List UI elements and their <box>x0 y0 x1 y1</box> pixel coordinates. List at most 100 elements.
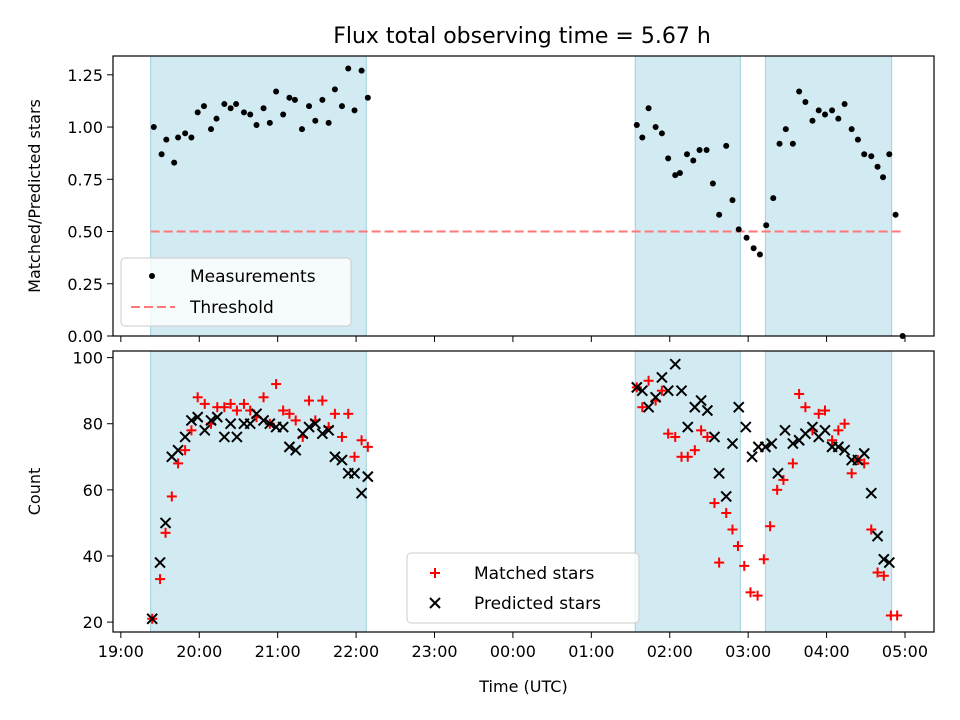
marker-stroke <box>257 414 270 427</box>
matched-star-point <box>304 395 315 406</box>
marker-stroke <box>348 467 361 480</box>
y-tick-label: 60 <box>83 481 103 500</box>
predicted-star-point <box>264 418 276 430</box>
predicted-star-point <box>708 431 721 443</box>
measurement-point <box>665 155 672 162</box>
matched-star-point <box>721 507 732 518</box>
y-axis-label: Matched/Predicted stars <box>25 99 44 293</box>
marker-stroke <box>159 517 172 529</box>
matched-star-point <box>846 468 857 479</box>
matched-star-point <box>238 398 249 409</box>
legend-marker-predicted <box>429 597 441 609</box>
predicted-star-point <box>244 418 256 430</box>
predicted-star-point <box>636 384 649 397</box>
predicted-star-point <box>649 391 662 403</box>
predicted-star-point <box>871 530 884 542</box>
measurement-point <box>880 174 887 181</box>
marker-stroke <box>250 408 263 420</box>
predicted-star-point <box>316 427 329 440</box>
marker-stroke <box>701 404 714 417</box>
measurement-point <box>815 107 822 114</box>
marker-stroke <box>309 418 322 430</box>
axes-frame <box>112 350 935 633</box>
y-tick-label: 20 <box>83 613 103 632</box>
matched-star-point <box>643 375 654 386</box>
measurement-point <box>789 140 796 147</box>
marker-stroke <box>733 401 745 413</box>
measurement-point <box>188 134 195 141</box>
measurement-point <box>892 211 899 218</box>
measurement-point <box>286 94 293 101</box>
observing-window <box>634 55 741 337</box>
matched-star-point <box>787 458 798 469</box>
predicted-star-point <box>159 517 172 529</box>
measurement-point <box>639 134 646 141</box>
measurement-point <box>273 88 280 95</box>
matched-star-point <box>219 402 230 413</box>
marker-stroke <box>336 454 348 466</box>
measurement-point <box>809 117 816 124</box>
predicted-star-point <box>832 441 845 453</box>
y-tick-label: 80 <box>83 415 103 434</box>
y-tick-label: 0.25 <box>67 275 103 294</box>
matched-star-point <box>892 610 903 621</box>
measurement-point <box>822 111 829 118</box>
marker-stroke <box>179 431 191 443</box>
marker-stroke <box>772 467 784 480</box>
matched-star-point <box>878 570 889 581</box>
measurement-point <box>312 117 319 124</box>
measurement-point <box>652 124 659 131</box>
measurement-point <box>802 98 809 105</box>
predicted-star-point <box>224 418 237 430</box>
measurement-point <box>829 107 836 114</box>
predicted-star-point <box>211 411 223 423</box>
marker-stroke <box>154 556 166 569</box>
marker-stroke <box>316 427 329 440</box>
measurement-point <box>266 119 273 126</box>
measurement-point <box>253 121 260 128</box>
legend-label-measurements: Measurements <box>190 267 316 287</box>
marker-stroke <box>303 421 315 433</box>
matched-star-point <box>199 398 210 409</box>
marker-stroke <box>231 431 243 443</box>
y-axis-label: Count <box>25 468 44 516</box>
matched-star-point <box>696 425 707 436</box>
predicted-star-point <box>787 437 799 450</box>
matched-star-point <box>290 415 301 426</box>
predicted-star-point <box>772 467 784 480</box>
predicted-star-point <box>883 556 896 569</box>
matched-star-point <box>317 395 328 406</box>
y-tick-label: 1.25 <box>67 66 103 85</box>
predicted-star-point <box>682 421 694 433</box>
predicted-star-point <box>819 424 831 437</box>
axes-frame <box>112 55 935 337</box>
marker-stroke <box>759 441 772 453</box>
legend-label-predicted: Predicted stars <box>474 594 601 614</box>
matched-star-point <box>271 379 282 390</box>
predicted-star-point <box>662 384 674 397</box>
measurement-point <box>763 222 770 229</box>
legend: Matched stars Predicted stars <box>406 552 640 624</box>
measurement-point <box>200 103 207 110</box>
measurement-point <box>280 111 287 118</box>
measurement-point <box>776 140 783 147</box>
measurement-point <box>227 105 234 112</box>
predicted-star-point <box>231 431 243 443</box>
marker-stroke <box>819 424 831 437</box>
marker-stroke <box>199 424 211 437</box>
measurement-point <box>770 195 777 202</box>
matched-star-point <box>336 431 347 442</box>
matched-star-point <box>794 388 805 399</box>
predicted-star-point <box>283 441 296 453</box>
measurement-point <box>672 172 679 179</box>
marker-stroke <box>656 371 668 384</box>
marker-stroke <box>191 411 204 423</box>
measurement-point <box>247 111 254 118</box>
marker-stroke <box>322 424 335 437</box>
marker-stroke <box>746 451 758 463</box>
matched-star-point <box>278 405 289 416</box>
measurement-point <box>194 109 201 116</box>
matched-star-point <box>284 408 295 419</box>
measurement-point <box>182 130 189 137</box>
matched-star-point <box>180 445 191 456</box>
